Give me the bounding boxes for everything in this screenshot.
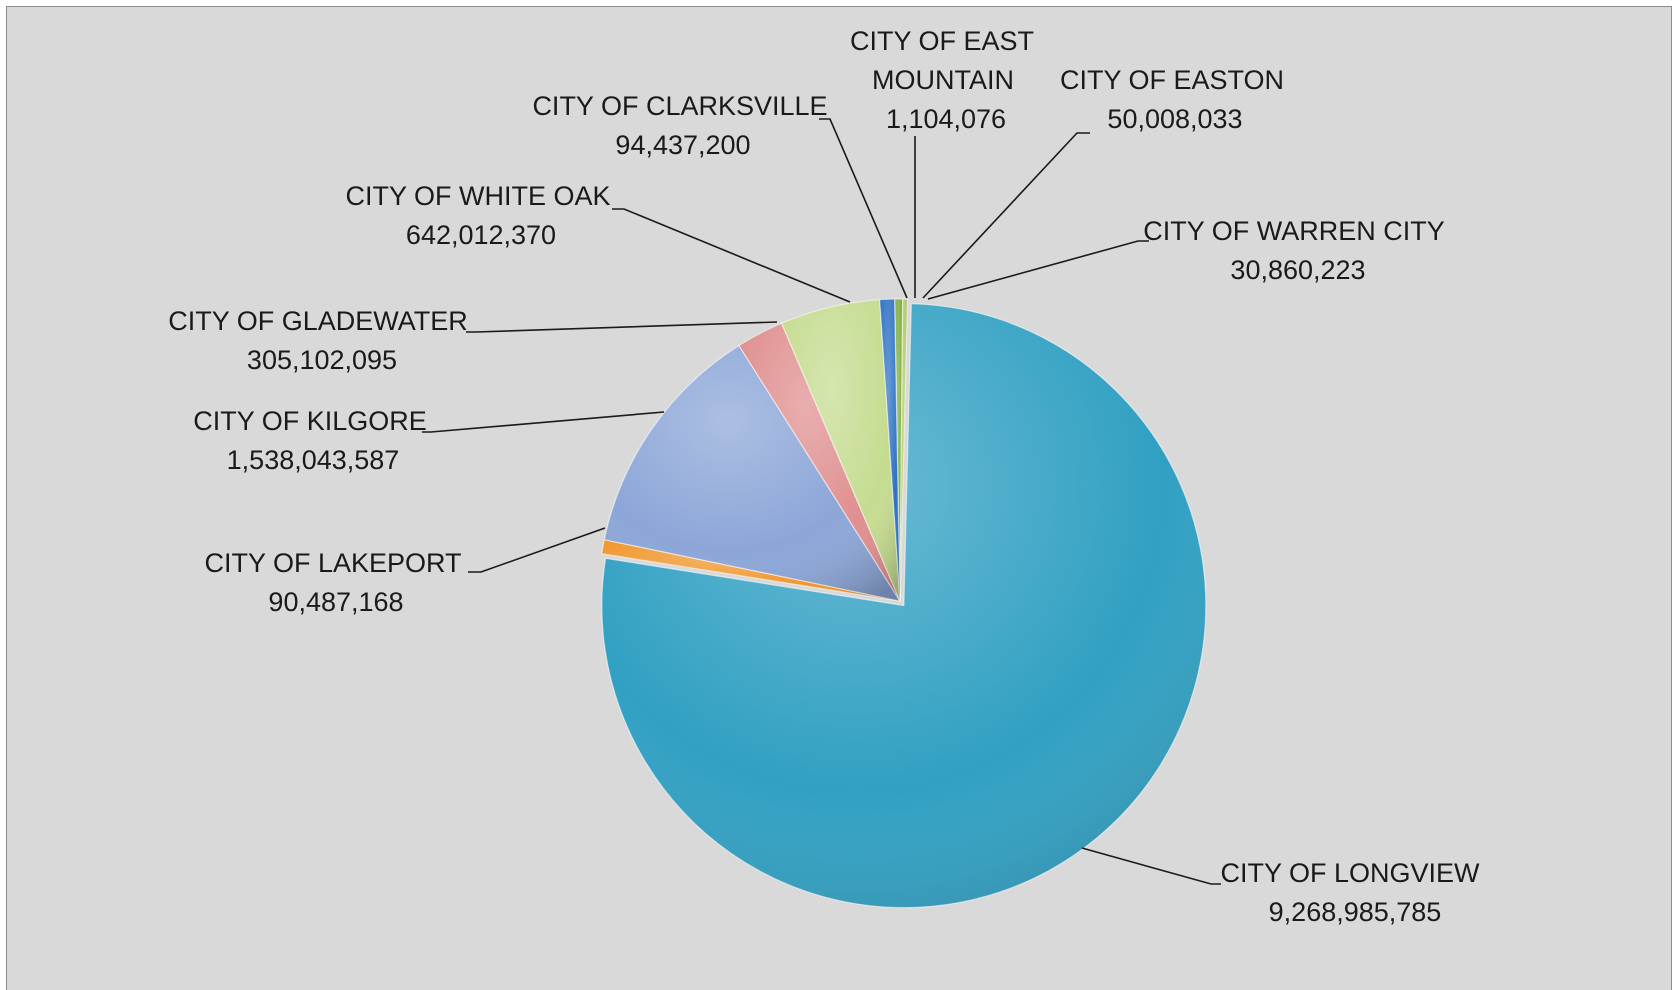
label-eastmountain-name: CITY OF EAST <box>850 26 1034 56</box>
leader-line-warren <box>927 240 1149 300</box>
label-lakeport-value: 90,487,168 <box>268 587 403 617</box>
leader-lines <box>422 118 1221 885</box>
label-clarksville-name: CITY OF CLARKSVILLE <box>532 91 827 121</box>
label-whiteoak-name: CITY OF WHITE OAK <box>345 181 610 211</box>
leader-line-gladewater <box>466 321 778 333</box>
label-warren-value: 30,860,223 <box>1230 255 1365 285</box>
leader-line-lakeport <box>468 527 606 573</box>
label-longview-value: 9,268,985,785 <box>1269 897 1442 927</box>
label-eastmountain-value: 1,104,076 <box>886 104 1006 134</box>
leader-line-easton <box>922 132 1090 299</box>
label-warren-name: CITY OF WARREN CITY <box>1143 216 1445 246</box>
label-whiteoak-value: 642,012,370 <box>406 220 556 250</box>
leader-line-kilgore <box>422 411 665 433</box>
leader-line-clarksville <box>819 118 908 299</box>
leader-line-longview <box>1081 847 1221 885</box>
label-easton-name: CITY OF EASTON <box>1060 65 1284 95</box>
label-kilgore-value: 1,538,043,587 <box>227 445 400 475</box>
label-longview-name: CITY OF LONGVIEW <box>1220 858 1480 888</box>
leader-line-whiteoak <box>612 208 851 303</box>
data-labels: CITY OF LONGVIEW 9,268,985,785 CITY OF L… <box>168 26 1480 927</box>
label-gladewater-value: 305,102,095 <box>247 345 397 375</box>
pie-slices <box>601 298 1207 909</box>
label-eastmountain-name-2: MOUNTAIN <box>872 65 1014 95</box>
label-easton-value: 50,008,033 <box>1107 104 1242 134</box>
label-lakeport-name: CITY OF LAKEPORT <box>204 548 461 578</box>
label-kilgore-name: CITY OF KILGORE <box>193 406 427 436</box>
label-gladewater-name: CITY OF GLADEWATER <box>168 306 468 336</box>
label-clarksville-value: 94,437,200 <box>615 130 750 160</box>
